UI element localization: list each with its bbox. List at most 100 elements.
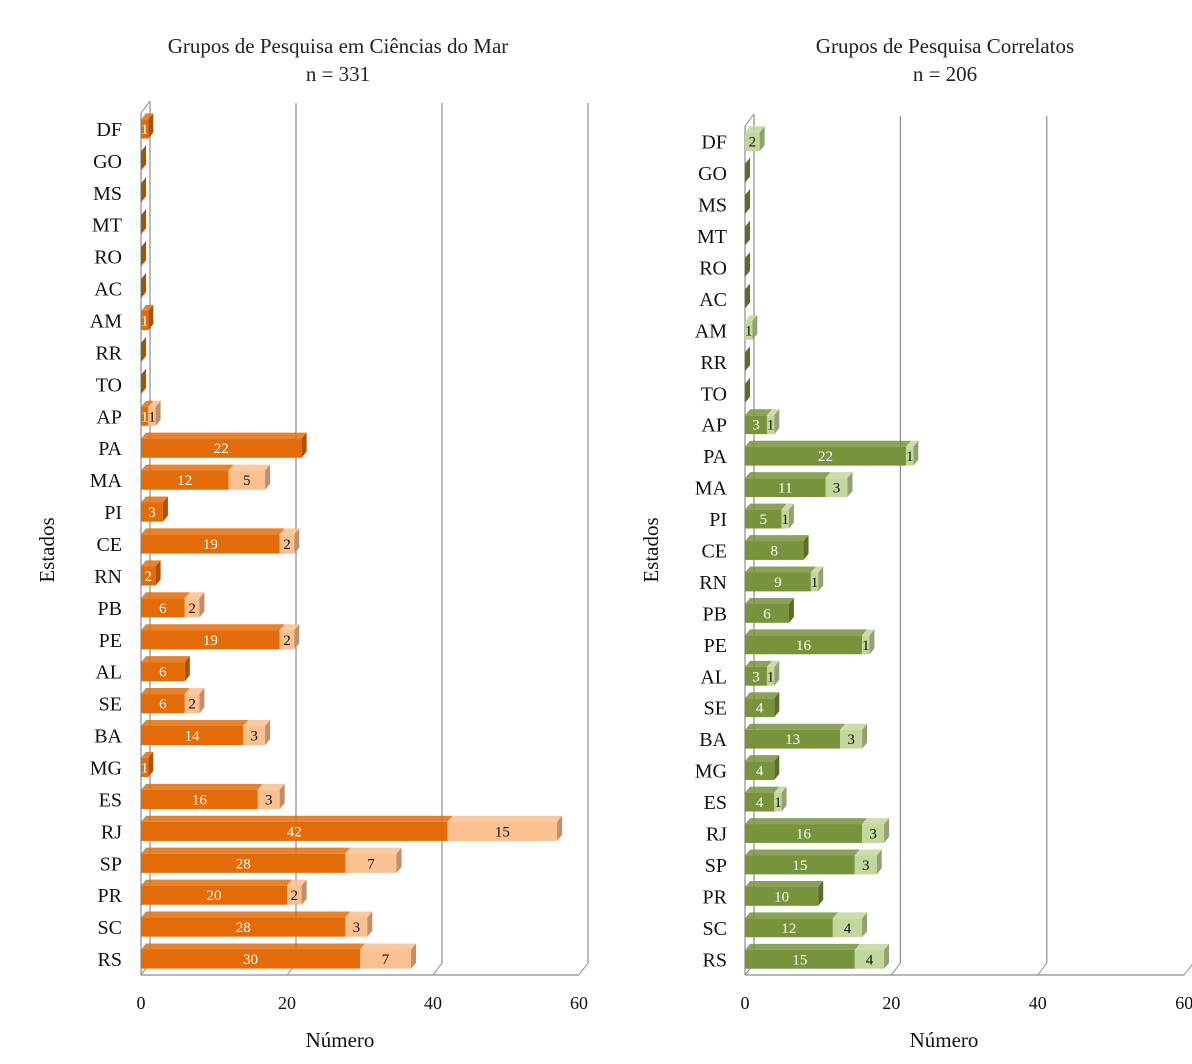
bar-front-face [745, 792, 775, 812]
data-label: 15 [495, 824, 510, 840]
bar-top-face [745, 755, 780, 762]
bar-top-face [745, 503, 787, 510]
category-label: RN [699, 572, 727, 594]
bar-side-face [745, 189, 750, 215]
bar-front-face [745, 886, 819, 906]
bar-front-face [745, 509, 782, 529]
bar-segment: 19 [141, 624, 285, 650]
bar-segment: 15 [745, 849, 860, 875]
bar-top-face [745, 849, 860, 856]
data-label: 1 [782, 512, 790, 528]
data-label: 30 [243, 952, 258, 968]
bar-top-face [766, 660, 780, 667]
category-label: SE [704, 698, 727, 720]
bar-top-face [781, 503, 794, 510]
data-label: 3 [869, 827, 877, 843]
bar-front-face [184, 598, 200, 618]
category-label: RR [700, 352, 727, 374]
data-label: 3 [833, 481, 841, 497]
bar-segment: 1 [781, 503, 794, 529]
bar-top-face [141, 496, 168, 503]
bar-top-face [141, 432, 307, 439]
bar-top-face [745, 723, 846, 730]
bar-front-face [257, 789, 280, 809]
bar-top-face [854, 943, 890, 950]
category-label: PE [99, 630, 122, 652]
bar-front-face [141, 821, 448, 841]
category-label: SP [705, 855, 727, 877]
y-axis-label: Estados [35, 517, 59, 582]
bar-segment: 20 [141, 879, 292, 905]
bar-front-face [141, 853, 346, 873]
data-label: 3 [353, 920, 361, 936]
bar-side-face [301, 432, 307, 458]
bar-side-face [294, 624, 300, 650]
bar-segment: 22 [745, 440, 912, 466]
data-label: 3 [847, 732, 855, 748]
data-label: 7 [367, 856, 375, 872]
category-label: AL [700, 666, 727, 688]
bar-top-face [862, 818, 890, 825]
bar-segment: 4 [832, 912, 868, 938]
category-label: AP [701, 415, 727, 437]
bar-top-face [745, 818, 868, 825]
bar-front-face [184, 694, 200, 714]
bar-segment: 12 [141, 464, 234, 490]
data-label: 4 [756, 764, 764, 780]
bar-front-face [287, 885, 302, 905]
axis-top-edge [744, 113, 755, 127]
bar-side-face [884, 818, 890, 843]
bar-top-face [141, 624, 285, 631]
bar-side-face [876, 849, 882, 875]
bar-front-face [141, 310, 149, 331]
data-label: 2 [145, 569, 153, 585]
category-label: PR [98, 885, 123, 907]
bar-side-face [141, 336, 146, 363]
bar-top-face [141, 911, 351, 918]
bar-top-face [745, 566, 816, 573]
category-label: MS [698, 195, 727, 217]
bar-side-face [411, 943, 417, 969]
data-label: 15 [792, 952, 807, 968]
bar-segment: 2 [279, 624, 300, 650]
bar-segment: 30 [141, 943, 365, 969]
data-label: 11 [778, 481, 792, 497]
category-label: BA [94, 726, 122, 748]
bar-side-face [781, 786, 787, 812]
bar-top-face [279, 528, 300, 535]
bar-front-face [141, 566, 156, 586]
bar-front-face [141, 598, 185, 618]
x-tick-label: 40 [1029, 993, 1047, 1013]
category-label: MA [90, 470, 123, 492]
bar-segment: 1 [774, 786, 787, 812]
data-label: 2 [291, 888, 299, 904]
bar-front-face [141, 438, 302, 458]
bar-top-face [745, 597, 794, 604]
bar-segment: 8 [745, 535, 809, 560]
data-label: 20 [207, 888, 222, 904]
bar-side-face [745, 377, 750, 403]
data-label: 1 [141, 314, 149, 330]
data-label: 6 [159, 697, 167, 713]
bar-side-face [745, 346, 750, 372]
category-label: SC [703, 918, 727, 940]
bar-top-face [854, 849, 882, 856]
bar-top-face [184, 688, 205, 695]
bar-segment: 2 [184, 688, 205, 714]
bar-front-face [243, 725, 266, 746]
bar-top-face [141, 815, 453, 822]
bar-segment: 10 [745, 880, 824, 906]
category-label: SC [98, 917, 122, 939]
bar-side-face [869, 629, 875, 655]
category-label: AC [94, 279, 122, 301]
bar-front-face [906, 446, 914, 466]
bar-top-face [766, 409, 780, 416]
bar-side-face [141, 177, 146, 203]
data-label: 1 [148, 409, 156, 425]
bar-front-face [745, 949, 855, 969]
bar-top-face [141, 943, 365, 950]
bar-side-face [862, 912, 868, 938]
data-label: 4 [866, 952, 874, 968]
chart-subtitle: n = 206 [913, 62, 977, 86]
data-label: 3 [250, 729, 258, 745]
